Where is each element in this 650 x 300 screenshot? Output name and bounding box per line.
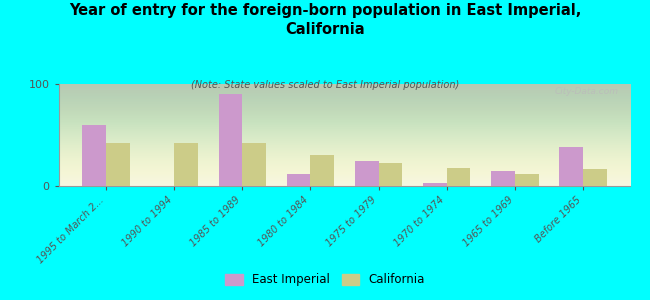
Bar	[583, 169, 606, 186]
Bar	[491, 171, 515, 186]
Legend: East Imperial, California: East Imperial, California	[220, 269, 430, 291]
Text: City-Data.com: City-Data.com	[555, 87, 619, 96]
Bar	[106, 143, 130, 186]
Bar	[287, 174, 311, 186]
Bar	[311, 155, 334, 186]
Bar	[242, 143, 266, 186]
Bar	[422, 183, 447, 186]
Bar	[447, 168, 471, 186]
Bar	[355, 160, 378, 186]
Bar	[515, 174, 539, 186]
Text: (Note: State values scaled to East Imperial population): (Note: State values scaled to East Imper…	[191, 80, 459, 89]
Text: Year of entry for the foreign-born population in East Imperial,
California: Year of entry for the foreign-born popul…	[69, 3, 581, 37]
Bar	[378, 163, 402, 186]
Bar	[174, 143, 198, 186]
Bar	[559, 147, 583, 186]
Bar	[83, 125, 106, 186]
Bar	[218, 94, 242, 186]
